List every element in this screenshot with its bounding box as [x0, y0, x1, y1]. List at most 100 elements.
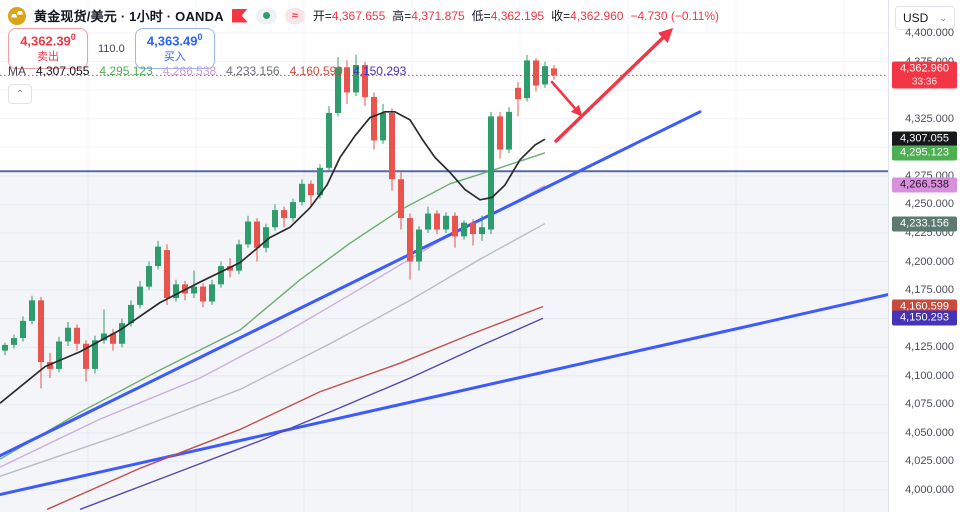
candle-body [101, 333, 107, 341]
candle-body [29, 300, 35, 321]
candle-body [74, 327, 80, 344]
pullback-arrow[interactable] [550, 80, 583, 117]
currency-dropdown[interactable]: USD ⌄ [895, 6, 955, 30]
candle-body [461, 222, 467, 237]
buy-button[interactable]: 4,363.490 买入 [134, 28, 215, 70]
candle-body [497, 116, 503, 150]
axis-tick: 4,200.000 [905, 255, 954, 268]
candle-body [308, 183, 314, 196]
candle-body [506, 111, 512, 150]
ma-price-badge: 4,150.293 [892, 310, 957, 326]
candle-body [173, 284, 179, 299]
candle-body [254, 221, 260, 248]
axis-tick: 4,400.000 [905, 27, 954, 39]
candle-body [272, 210, 278, 228]
candle-body [326, 112, 332, 168]
ma-price-badge: 4,160.599 [892, 299, 957, 315]
flag-icon[interactable] [231, 8, 248, 23]
candle-body [281, 210, 287, 219]
ma-value: 4,307.055 [36, 64, 90, 78]
candle-body [209, 284, 215, 302]
low-value: 4,362.195 [490, 9, 545, 23]
open-label: 开= [312, 9, 332, 23]
candle-body [236, 244, 242, 271]
candle-body [218, 266, 224, 285]
ma-value: 4,160.599 [289, 64, 343, 78]
candle-body [65, 327, 71, 342]
candle-body [56, 341, 62, 369]
high-label: 高= [392, 9, 412, 23]
candle-body [551, 68, 557, 76]
gold-symbol-icon [8, 6, 26, 25]
candle-body [425, 213, 431, 230]
approx-price-pill[interactable]: ≈ [284, 7, 305, 24]
ma-price-badge: 4,233.156 [892, 216, 957, 232]
axis-tick: 4,025.000 [905, 455, 954, 468]
candle-body [128, 304, 134, 324]
price-axis[interactable]: USD ⌄ 4,400.0004,375.0004,325.0004,275.0… [888, 0, 960, 512]
candle-body [83, 343, 89, 369]
change-value: −4.730 (−0.11%) [630, 8, 719, 23]
candle-body [479, 227, 485, 235]
spread-value: 110.0 [98, 42, 125, 55]
ma-indicator-row[interactable]: MA 4,307.055 4,295.123 4,266.538 4,233.156 4… [8, 64, 416, 78]
candle-body [92, 340, 98, 369]
close-label: 收= [551, 9, 571, 23]
ohlc-readout: 开=4,367.655 高=4,371.875 低=4,362.195 收=4,… [313, 7, 719, 24]
axis-tick: 4,125.000 [905, 341, 954, 354]
candle-body [191, 286, 197, 294]
candle-body [353, 64, 359, 93]
candle-body [290, 202, 296, 219]
close-value: 4,362.960 [570, 9, 624, 23]
trendline-upper[interactable] [0, 110, 702, 458]
candle-body [488, 116, 494, 230]
ma-label: MA [8, 64, 26, 78]
open-value: 4,367.655 [331, 9, 386, 23]
ma-gray [0, 222, 546, 477]
ma-value: 4,266.538 [162, 64, 217, 78]
rally-arrow[interactable] [554, 28, 674, 143]
candle-body [245, 221, 251, 245]
buy-label: 买入 [163, 51, 186, 64]
symbol-title[interactable]: 黄金现货/美元 · 1小时 · OANDA [34, 9, 224, 24]
axis-tick: 4,000.000 [905, 484, 954, 496]
candle-body [317, 167, 323, 196]
candle-body [155, 246, 161, 267]
candle-body [38, 300, 44, 363]
candle-body [389, 112, 395, 180]
chevron-down-icon: ⌄ [939, 12, 947, 23]
candle-body [137, 286, 143, 305]
candle-body [299, 183, 305, 203]
candle-body [407, 218, 413, 262]
axis-tick: 4,175.000 [905, 284, 954, 297]
candle-body [164, 250, 170, 299]
candle-body [263, 227, 269, 248]
candle-body [434, 213, 440, 230]
ma-value: 4,150.293 [352, 64, 407, 78]
candle-body [110, 333, 116, 344]
candle-body [119, 323, 125, 344]
currency-label: USD [903, 11, 929, 25]
chart-canvas[interactable] [0, 0, 888, 512]
candle-body [524, 60, 530, 99]
candle-body [452, 215, 458, 237]
market-status-pill[interactable] [255, 7, 277, 24]
candle-body [2, 344, 8, 351]
candle-body [200, 286, 206, 302]
sell-button[interactable]: 4,362.390 卖出 [8, 28, 88, 70]
candle-body [533, 60, 539, 86]
candle-body [515, 87, 521, 100]
ma-green [0, 152, 546, 460]
candle-body [344, 67, 350, 93]
trade-panel: 4,362.390 卖出 110.0 4,363.490 买入 [8, 28, 215, 70]
chart-header: 黄金现货/美元 · 1小时 · OANDA ≈ 开=4,367.655 高=4,… [8, 6, 719, 25]
axis-tick: 4,250.000 [905, 198, 954, 211]
collapse-indicators-button[interactable]: ⌃ [8, 84, 32, 104]
last-price-badge: 4,362.960 33:36 [892, 61, 957, 89]
trendline-lower[interactable] [0, 293, 888, 497]
ma-value: 4,233.156 [226, 64, 280, 78]
candle-body [11, 338, 17, 345]
ma-black [0, 110, 546, 404]
candle-body [362, 64, 368, 97]
